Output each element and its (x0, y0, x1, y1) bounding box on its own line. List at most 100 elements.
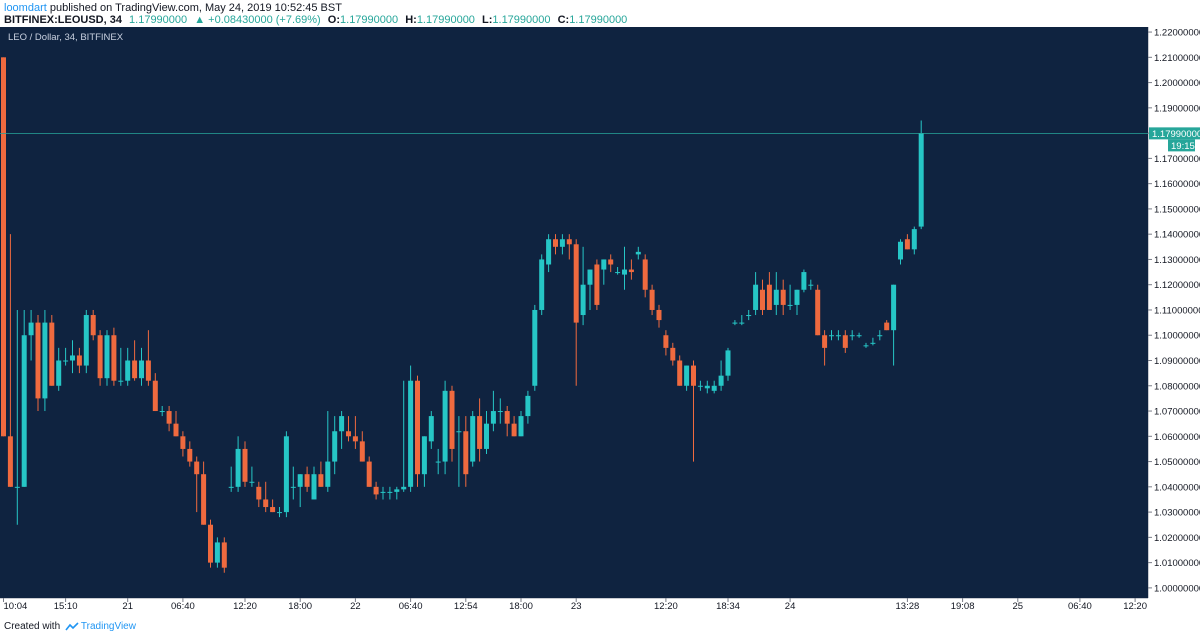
y-tick-label: 1.14000000 (1154, 230, 1200, 241)
candle (753, 272, 759, 316)
candle-body (553, 239, 558, 247)
candle (525, 390, 531, 424)
x-tick-label: 23 (571, 601, 582, 612)
candle-body (566, 239, 572, 245)
candle-body (1, 57, 6, 437)
candle (835, 330, 841, 341)
candle-body (504, 411, 510, 424)
candle (704, 380, 710, 394)
candle-body (290, 486, 296, 488)
candle (587, 269, 593, 310)
x-tick-label: 24 (785, 601, 796, 612)
candle-body (387, 491, 393, 493)
candle (1, 57, 6, 437)
y-tick-label: 1.08000000 (1154, 381, 1200, 392)
candle-body (83, 315, 89, 366)
candle (780, 279, 786, 316)
candle (339, 411, 345, 449)
candle (580, 246, 586, 326)
candle (408, 365, 414, 492)
candle (449, 385, 455, 462)
candle-body (180, 436, 186, 449)
candle (663, 330, 669, 356)
candle (746, 309, 752, 321)
change-value: +0.08430000 (+7.69%) (208, 14, 321, 26)
tradingview-link[interactable]: TradingView (80, 621, 136, 632)
candle-body (63, 360, 69, 362)
candle (214, 537, 220, 568)
candle (829, 330, 834, 341)
candle (208, 519, 213, 568)
x-tick-label: 12:54 (454, 601, 478, 612)
x-tick-label: 06:40 (171, 601, 195, 612)
candle-body (753, 284, 759, 310)
candle (97, 330, 103, 386)
candle-body (642, 259, 648, 290)
candle (622, 246, 627, 290)
candlestick-chart[interactable]: 1.00000000 1.01000000 1.02000000 1.03000000… (0, 27, 1200, 617)
candle-body (318, 474, 324, 487)
author-link[interactable]: loomdart (4, 2, 47, 14)
candle (766, 272, 772, 310)
candle-body (56, 360, 62, 386)
triangle-up-icon: ▲ (194, 14, 206, 26)
candle (608, 254, 614, 273)
candle-body (283, 436, 289, 513)
candle-body (139, 360, 144, 379)
candle-body (201, 474, 207, 525)
candle-body (849, 335, 855, 337)
candle-body (242, 448, 248, 482)
candle (732, 320, 738, 326)
candle (511, 416, 517, 437)
candle (325, 411, 331, 492)
candle-body (684, 365, 690, 386)
candle (904, 234, 910, 250)
y-tick-label: 1.00000000 (1154, 583, 1200, 594)
time-axis[interactable]: 10:04 15:10 21 06:40 12:20 18:00 22 06:40 12:54 1… (0, 598, 1200, 617)
x-tick-label: 12:20 (233, 601, 257, 612)
candle (601, 259, 607, 285)
candle (152, 373, 158, 412)
candle (428, 411, 434, 449)
candle (180, 431, 186, 457)
candle (470, 411, 476, 467)
candle (139, 347, 144, 386)
candle (684, 365, 690, 391)
candle (539, 254, 545, 316)
candle-body (497, 411, 503, 413)
candle (877, 330, 883, 341)
candle-body (70, 355, 75, 361)
candle-body (911, 229, 917, 250)
x-tick-label: 12:20 (1123, 601, 1147, 612)
candle (477, 398, 483, 462)
candle-body (332, 431, 338, 462)
candle-body (794, 289, 800, 305)
candle (870, 337, 876, 346)
y-tick-label: 1.09000000 (1154, 356, 1200, 367)
candle-body (573, 244, 579, 323)
candle (242, 441, 248, 487)
x-tick-label: 19:08 (951, 601, 975, 612)
candle (187, 441, 193, 467)
candle (256, 481, 262, 508)
candle-body (587, 269, 593, 285)
candle-body (263, 499, 269, 508)
candle-body (490, 411, 496, 424)
price-axis[interactable]: 1.00000000 1.01000000 1.02000000 1.03000000… (1148, 27, 1200, 598)
x-tick-label: 22 (350, 601, 361, 612)
candle-body (111, 335, 117, 381)
candle (553, 234, 558, 255)
candle-body (449, 390, 455, 449)
candle-body (559, 239, 565, 247)
candle-body (773, 289, 779, 305)
candle (118, 347, 124, 386)
candle-body (518, 416, 524, 437)
candle-body (401, 486, 407, 490)
candle (366, 456, 372, 487)
candle (435, 448, 441, 475)
candle (132, 340, 138, 381)
candle (918, 120, 924, 230)
candle (76, 347, 82, 374)
candle (166, 405, 172, 432)
candle (649, 284, 655, 316)
